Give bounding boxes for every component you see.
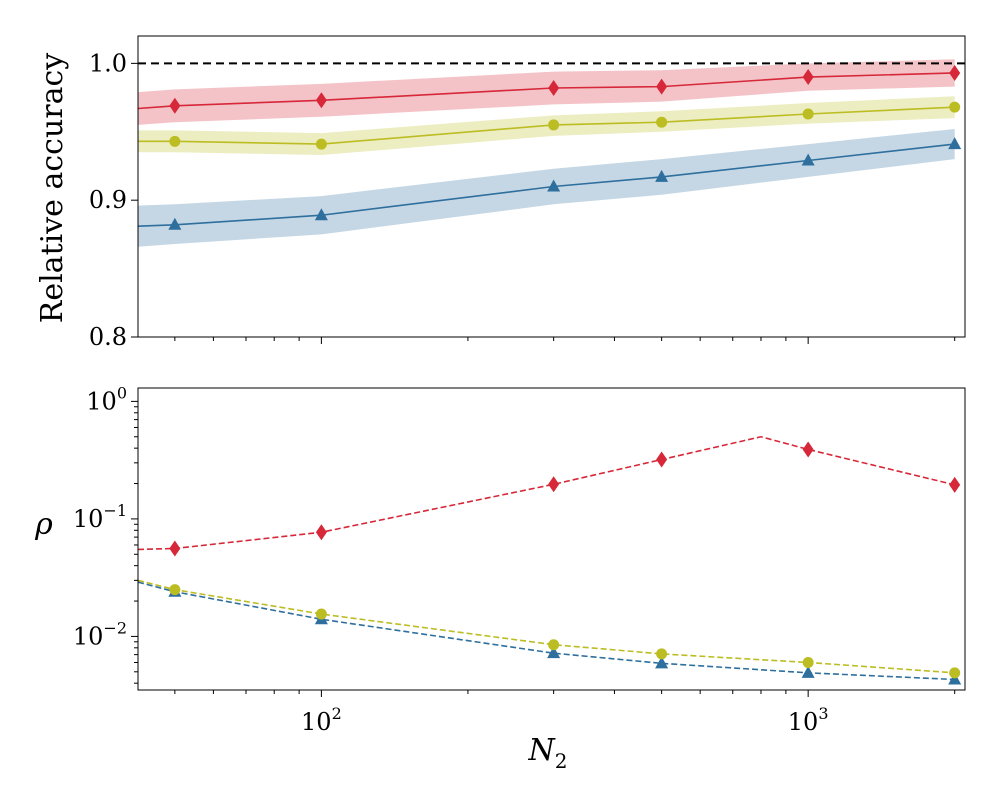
bottom-x-tick-label: 103 [788,704,829,736]
bottom-y-axis-label: ρ [34,507,53,542]
yellow-green-data-point [548,639,560,651]
blue-data-point [168,217,182,230]
red-data-point [315,92,327,109]
top-y-tick-label: 0.9 [89,186,127,214]
red-data-point [656,451,668,468]
red-series-line [137,435,955,551]
yellow-green-data-point [802,656,814,668]
red-data-point [656,78,668,95]
yellow-green-data-point [656,648,668,660]
bottom-panel-rho: 10−2 10−1 100 102 103 [73,383,966,736]
blue-data-point [655,169,669,182]
red-data-point [949,64,961,81]
blue-data-point [547,179,561,192]
red-data-point [802,441,814,458]
blue-data-point [314,208,328,221]
yellow-green-data-point [548,119,560,131]
yellow-green-data-point [169,584,181,596]
bottom-y-tick-label: 10−1 [73,501,127,533]
red-data-point [802,69,814,86]
yellow-green-data-point [802,108,814,120]
top-panel-relative-accuracy: 0.8 0.9 1.0 [89,35,966,351]
yellow-green-data-point [169,135,181,147]
yellow-green-data-point [315,138,327,150]
yellow-green-data-point [656,116,668,128]
blue-series-line [137,581,955,681]
red-data-point [315,524,327,541]
bottom-x-tick-label: 102 [301,704,342,736]
top-y-tick-label: 0.8 [89,323,127,351]
blue-data-point [801,153,815,166]
red-data-point [949,476,961,493]
x-axis-label: N2 [528,733,568,773]
top-axes-frame [137,35,966,338]
yellow-green-data-point [949,101,961,113]
top-y-tick-label: 1.0 [89,49,127,77]
yellow-green-data-point [949,667,961,679]
red-data-point [169,97,181,114]
blue-data-point [655,656,669,669]
bottom-y-tick-label: 100 [86,383,127,415]
blue-data-point [801,665,815,678]
red-confidence-band [138,59,955,125]
yellow-green-series-line [137,579,955,674]
yellow-green-data-point [315,608,327,620]
bottom-axes-frame [137,387,966,691]
blue-data-point [948,137,962,150]
blue-data-point [547,646,561,659]
bottom-y-tick-label: 10−2 [73,618,127,650]
red-data-point [548,79,560,96]
top-y-axis-label: Relative accuracy [35,53,70,324]
red-data-point [548,476,560,493]
red-data-point [169,540,181,557]
blue-data-point [948,672,962,685]
